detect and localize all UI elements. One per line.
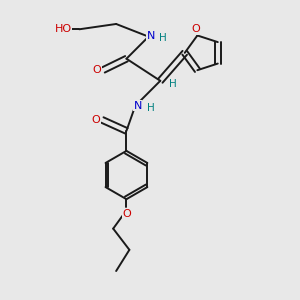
Text: H: H (169, 79, 176, 89)
Text: N: N (134, 101, 142, 111)
Text: H: H (147, 103, 154, 113)
Text: O: O (191, 24, 200, 34)
Text: N: N (147, 31, 155, 41)
Text: O: O (122, 209, 131, 219)
Text: H: H (159, 33, 167, 43)
Text: O: O (92, 115, 100, 125)
Text: O: O (93, 65, 101, 75)
Text: HO: HO (55, 24, 72, 34)
